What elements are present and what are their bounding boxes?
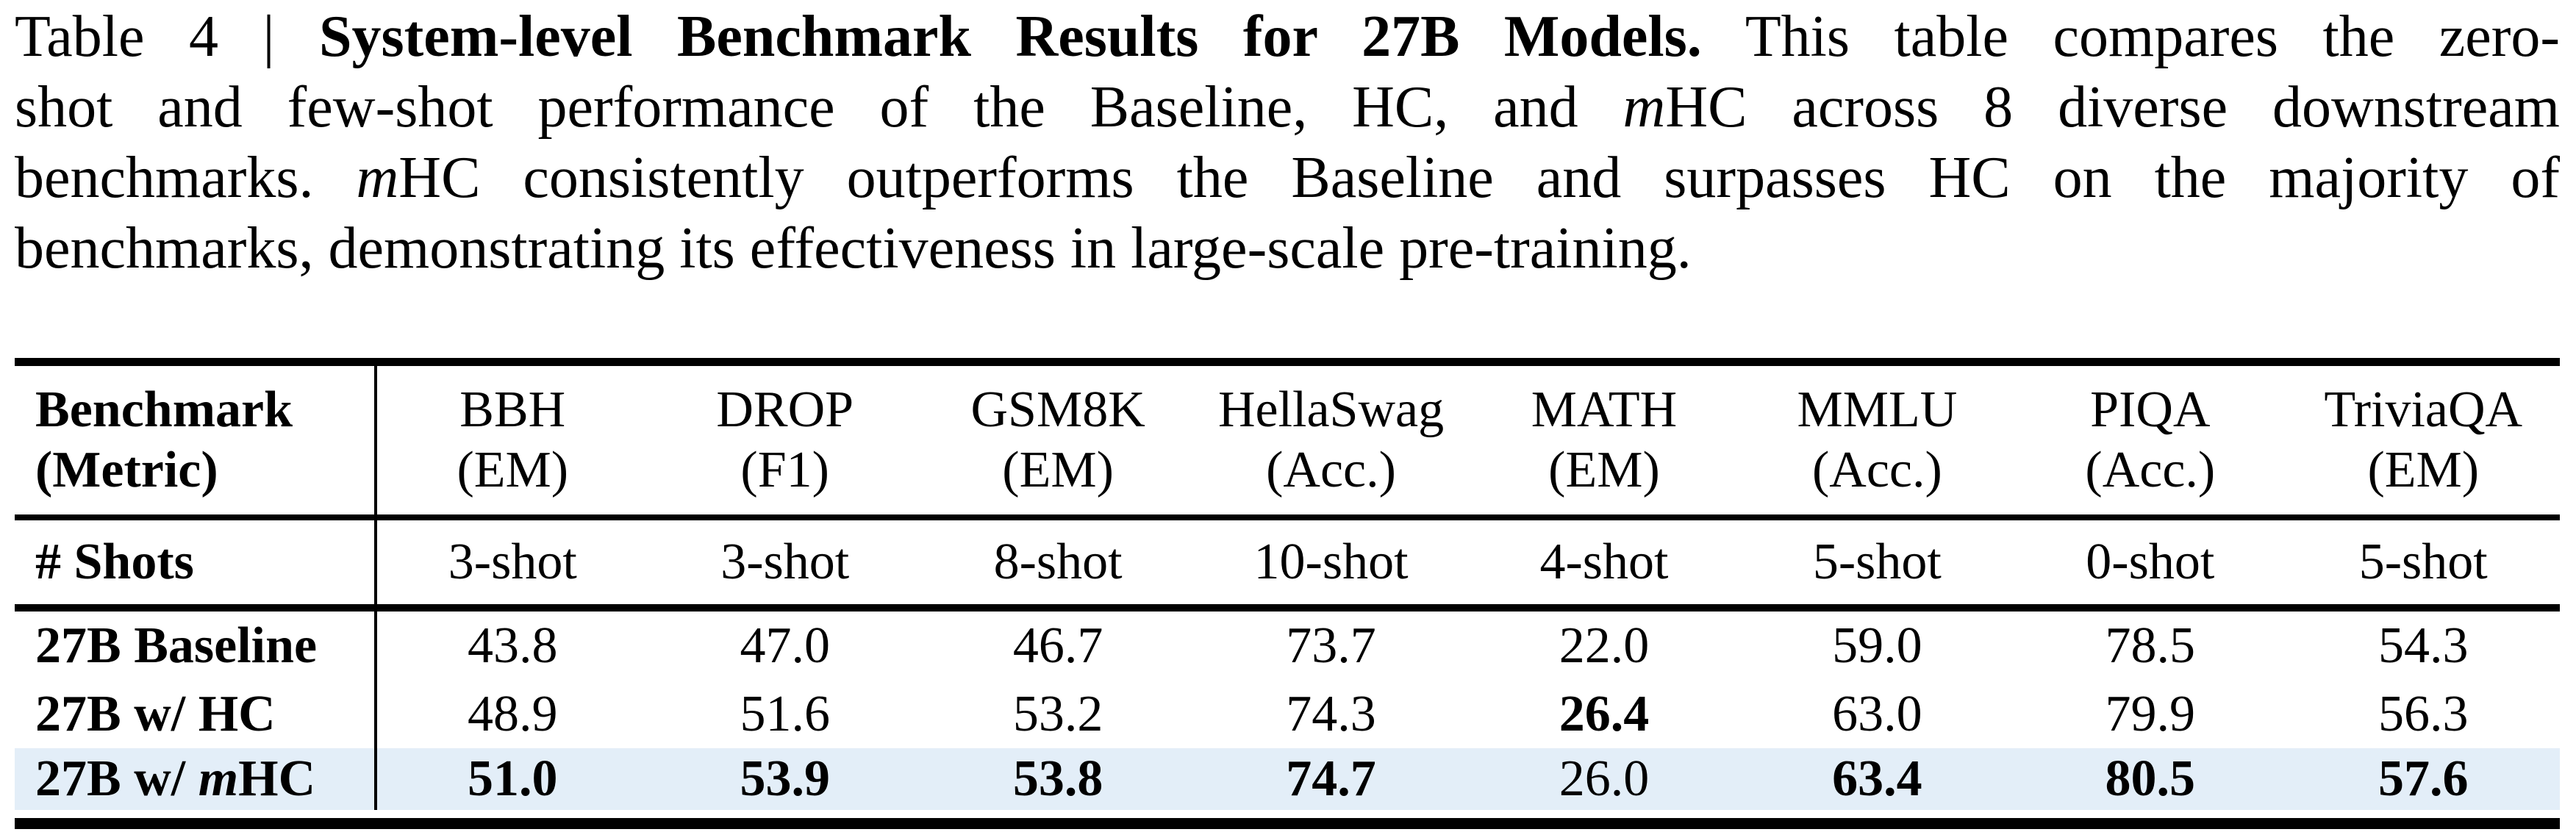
header-metric: (EM) [457, 442, 569, 498]
row-27b-mhc: 27B w/ mHC 51.0 53.9 53.8 74.7 26.0 63.4… [15, 748, 2560, 810]
header-col-drop: DROP (F1) [648, 362, 921, 518]
header-name: HellaSwag [1217, 381, 1445, 438]
row-label-mhc-suffix: HC [238, 750, 316, 807]
caption-text-3a: benchmarks. [15, 146, 357, 210]
header-benchmark-label: Benchmark [35, 381, 293, 438]
header-col-math: MATH (EM) [1467, 362, 1740, 518]
shots-value-drop: 3-shot [720, 534, 850, 590]
header-benchmark-metric: Benchmark (Metric) [15, 362, 377, 517]
benchmark-table: Benchmark (Metric) BBH (EM) DROP (F1) GS… [15, 358, 2560, 810]
header-metric: (EM) [1548, 442, 1660, 498]
caption-italic-m-2: m [356, 146, 399, 210]
row-27b-hc: 27B w/ HC 48.9 51.6 53.2 74.3 26.4 63.0 … [15, 680, 2560, 748]
row-label-mhc-prefix: 27B w/ [35, 750, 198, 807]
cell-hc-mmlu: 63.0 [1832, 685, 1922, 742]
header-col-piqa: PIQA (Acc.) [2014, 362, 2286, 518]
caption-text-2a: shot and few-shot performance of the Bas… [15, 75, 1623, 140]
caption-text-2b: HC across 8 diverse downstream [1665, 75, 2561, 140]
cell-baseline-drop: 47.0 [740, 617, 830, 674]
shots-value-math: 4-shot [1539, 534, 1669, 590]
header-metric: (F1) [740, 442, 829, 498]
cell-mhc-drop: 53.9 [740, 750, 830, 807]
shots-value-piqa: 0-shot [2086, 534, 2215, 590]
row-label-baseline: 27B Baseline [15, 608, 377, 680]
cell-hc-triviaqa: 56.3 [2378, 685, 2469, 742]
header-name: PIQA [2090, 381, 2211, 438]
cell-hc-hellaswag: 74.3 [1286, 685, 1376, 742]
caption-italic-m-1: m [1622, 75, 1666, 140]
table-caption: Table 4 | System-level Benchmark Results… [15, 1, 2560, 284]
caption-line-1: Table 4 | System-level Benchmark Results… [15, 1, 2560, 72]
cell-mhc-math: 26.0 [1559, 750, 1650, 807]
caption-title: System-level Benchmark Results for 27B M… [319, 4, 1702, 69]
caption-line-3: benchmarks. mHC consistently outperforms… [15, 143, 2560, 213]
cell-hc-gsm8k: 53.2 [1012, 685, 1103, 742]
header-col-triviaqa: TriviaQA (EM) [2287, 362, 2560, 518]
shots-label: # Shots [15, 517, 377, 608]
caption-table-number: Table 4 | [15, 4, 319, 69]
header-name: TriviaQA [2324, 381, 2523, 438]
header-metric: (Acc.) [1811, 442, 1942, 498]
row-label-mhc: 27B w/ mHC [15, 748, 377, 810]
shots-row: # Shots 3-shot 3-shot 8-shot 10-shot 4-s… [15, 517, 2560, 608]
header-metric: (EM) [2367, 442, 2480, 498]
caption-line-4: benchmarks, demonstrating its effectiven… [15, 213, 2560, 284]
header-metric: (Acc.) [1266, 442, 1396, 498]
cell-hc-piqa: 79.9 [2105, 685, 2196, 742]
shots-value-mmlu: 5-shot [1812, 534, 1942, 590]
table-header-row: Benchmark (Metric) BBH (EM) DROP (F1) GS… [15, 362, 2560, 518]
cell-baseline-triviaqa: 54.3 [2378, 617, 2469, 674]
cell-mhc-gsm8k: 53.8 [1012, 750, 1103, 807]
cell-baseline-bbh: 43.8 [468, 617, 558, 674]
caption-text-4: benchmarks, demonstrating its effectiven… [15, 216, 1692, 281]
caption-text-1: This table compares the zero- [1701, 4, 2561, 69]
header-col-mmlu: MMLU (Acc.) [1741, 362, 2014, 518]
shots-value-bbh: 3-shot [448, 534, 577, 590]
shots-value-gsm8k: 8-shot [993, 534, 1123, 590]
row-label-hc: 27B w/ HC [15, 680, 377, 748]
header-name: GSM8K [970, 381, 1145, 438]
shots-value-triviaqa: 5-shot [2358, 534, 2488, 590]
header-col-bbh: BBH (EM) [376, 362, 648, 518]
header-metric: (EM) [1002, 442, 1114, 498]
cell-hc-drop: 51.6 [740, 685, 830, 742]
row-label-mhc-italic-m: m [198, 750, 239, 807]
row-27b-baseline: 27B Baseline 43.8 47.0 46.7 73.7 22.0 59… [15, 608, 2560, 680]
shots-value-hellaswag: 10-shot [1253, 534, 1409, 590]
cell-baseline-hellaswag: 73.7 [1286, 617, 1376, 674]
cell-baseline-piqa: 78.5 [2105, 617, 2196, 674]
cell-baseline-mmlu: 59.0 [1832, 617, 1922, 674]
header-metric: (Acc.) [2085, 442, 2216, 498]
cell-hc-math: 26.4 [1559, 685, 1650, 742]
cell-baseline-math: 22.0 [1559, 617, 1650, 674]
header-name: MMLU [1797, 381, 1958, 438]
header-name: MATH [1531, 381, 1678, 438]
cell-mhc-bbh: 51.0 [468, 750, 558, 807]
header-name: DROP [716, 381, 854, 438]
header-name: BBH [459, 381, 566, 438]
header-col-gsm8k: GSM8K (EM) [921, 362, 1194, 518]
table-bottom-rule [15, 818, 2560, 829]
cell-mhc-hellaswag: 74.7 [1286, 750, 1376, 807]
cell-mhc-mmlu: 63.4 [1832, 750, 1922, 807]
header-col-hellaswag: HellaSwag (Acc.) [1195, 362, 1467, 518]
caption-text-3b: HC consistently outperforms the Baseline… [398, 146, 2560, 210]
header-metric-label: (Metric) [35, 442, 218, 498]
cell-baseline-gsm8k: 46.7 [1012, 617, 1103, 674]
cell-mhc-triviaqa: 57.6 [2378, 750, 2469, 807]
caption-line-2: shot and few-shot performance of the Bas… [15, 72, 2560, 143]
cell-mhc-piqa: 80.5 [2105, 750, 2196, 807]
cell-hc-bbh: 48.9 [468, 685, 558, 742]
